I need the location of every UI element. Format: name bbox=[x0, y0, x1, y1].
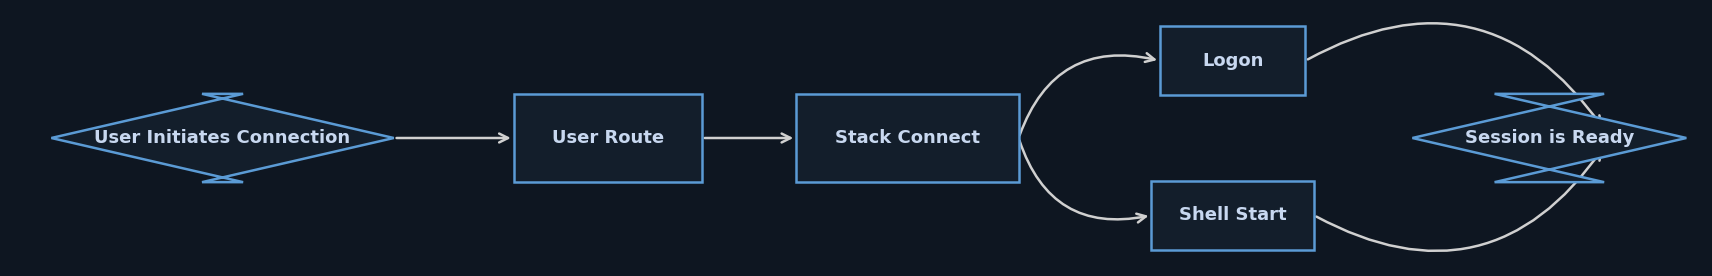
FancyBboxPatch shape bbox=[514, 94, 702, 182]
FancyBboxPatch shape bbox=[796, 94, 1019, 182]
FancyBboxPatch shape bbox=[1150, 181, 1315, 250]
Text: Shell Start: Shell Start bbox=[1180, 206, 1286, 224]
Polygon shape bbox=[51, 94, 394, 182]
Text: Logon: Logon bbox=[1202, 52, 1263, 70]
Text: User Initiates Connection: User Initiates Connection bbox=[94, 129, 351, 147]
Text: Stack Connect: Stack Connect bbox=[835, 129, 979, 147]
FancyBboxPatch shape bbox=[1159, 26, 1305, 95]
Text: Session is Ready: Session is Ready bbox=[1465, 129, 1633, 147]
Polygon shape bbox=[1412, 94, 1686, 182]
Text: User Route: User Route bbox=[551, 129, 664, 147]
